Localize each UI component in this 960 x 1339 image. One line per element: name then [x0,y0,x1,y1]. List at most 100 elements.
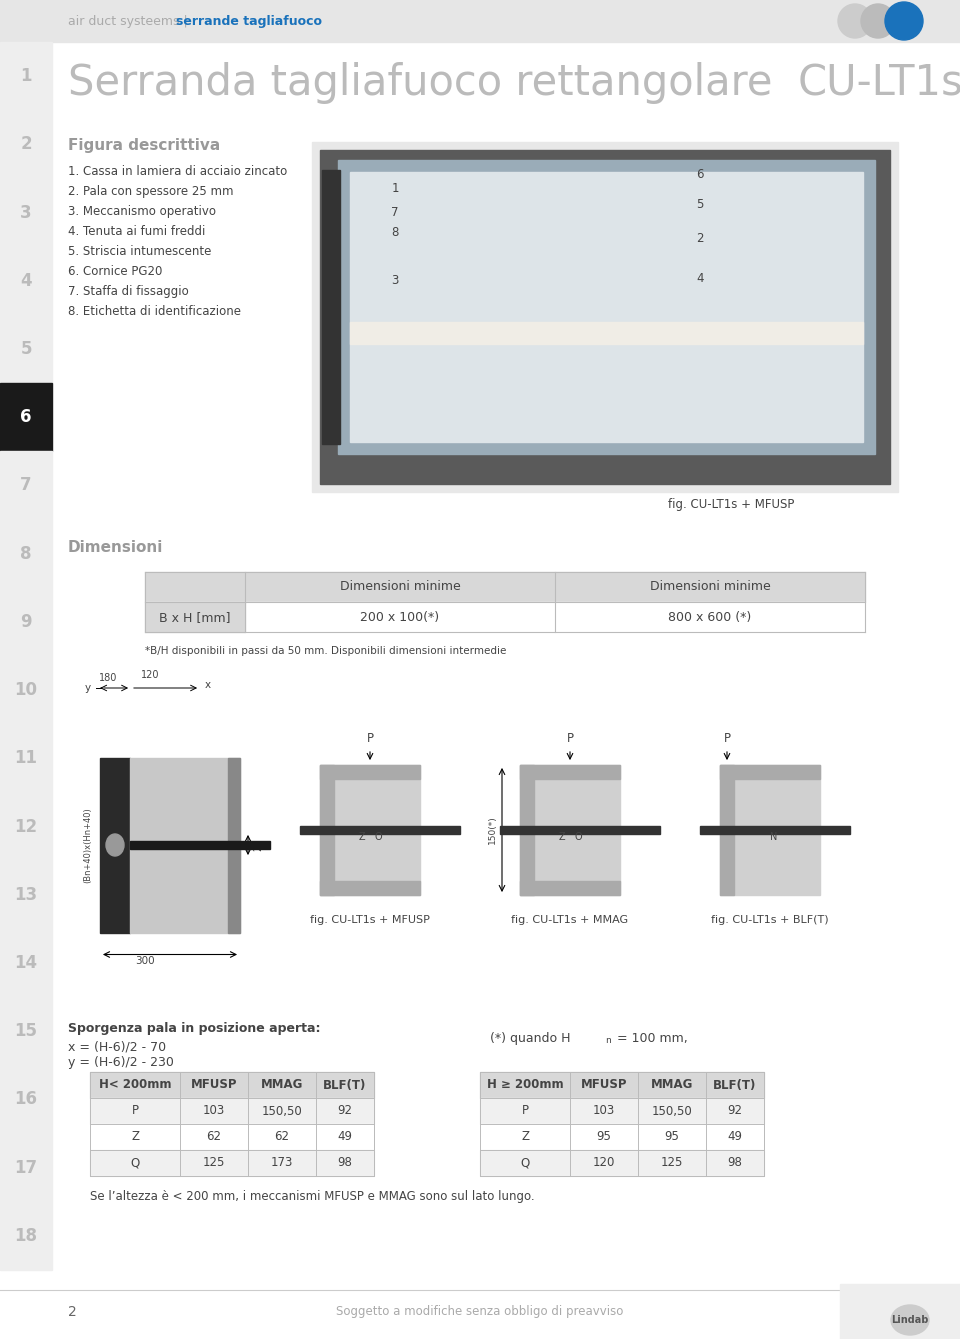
Ellipse shape [106,834,124,856]
Text: 2: 2 [68,1306,77,1319]
Bar [0,1134,52,1202]
Text: *B/H disponibili in passi da 50 mm. Disponibili dimensioni intermedie: *B/H disponibili in passi da 50 mm. Disp… [145,645,506,656]
Bar [520,765,620,779]
Bar [90,1123,374,1150]
Text: 150(*): 150(*) [488,815,496,845]
Bar [130,758,240,932]
Text: P: P [521,1105,529,1118]
Bar [0,861,52,929]
Text: 15: 15 [14,1022,37,1040]
Text: 103: 103 [593,1105,615,1118]
Bar [0,383,52,451]
Text: 62: 62 [275,1130,290,1144]
Bar [520,765,534,894]
Text: 125: 125 [660,1157,684,1169]
Text: 4: 4 [20,272,32,289]
Bar [350,321,863,344]
Bar [0,110,52,178]
Text: 125: 125 [203,1157,226,1169]
Text: 5: 5 [696,198,704,212]
Text: B x H [mm]: B x H [mm] [159,612,230,624]
Ellipse shape [838,4,872,37]
Text: 103: 103 [203,1105,226,1118]
Bar [145,603,865,632]
Text: 95: 95 [596,1130,612,1144]
Text: 17: 17 [14,1158,37,1177]
Text: 2: 2 [20,135,32,154]
Bar [720,765,820,779]
Text: Dimensioni minime: Dimensioni minime [650,581,770,593]
Text: P: P [724,732,731,744]
Text: fig. CU-LT1s + BLF(T): fig. CU-LT1s + BLF(T) [711,915,828,925]
Text: 1: 1 [20,67,32,86]
Text: 5: 5 [20,340,32,358]
Text: 6: 6 [696,169,704,182]
Text: 5. Striscia intumescente: 5. Striscia intumescente [68,245,211,258]
Text: 4. Tenuta ai fumi freddi: 4. Tenuta ai fumi freddi [68,225,205,238]
Text: N: N [770,832,778,842]
Bar [0,0,960,42]
Text: 300: 300 [135,956,155,967]
Text: Se l’altezza è < 200 mm, i meccanismi MFUSP e MMAG sono sul lato lungo.: Se l’altezza è < 200 mm, i meccanismi MF… [90,1190,535,1202]
Bar [480,1073,764,1098]
Text: 2: 2 [696,232,704,245]
Text: n: n [605,1036,611,1044]
Text: fig. CU-LT1s + MFUSP: fig. CU-LT1s + MFUSP [310,915,430,925]
Text: 49: 49 [338,1130,352,1144]
Bar [300,826,460,834]
Text: 9: 9 [20,613,32,631]
Bar [0,656,52,724]
Text: 98: 98 [338,1157,352,1169]
Text: H< 200mm: H< 200mm [99,1078,171,1091]
Text: Z: Z [359,832,366,842]
Bar [480,1150,764,1176]
Text: 120: 120 [141,670,159,680]
Text: 92: 92 [728,1105,742,1118]
Text: 1. Cassa in lamiera di acciaio zincato: 1. Cassa in lamiera di acciaio zincato [68,165,287,178]
Bar [90,1150,374,1176]
Ellipse shape [861,4,895,37]
Text: 173: 173 [271,1157,293,1169]
Bar [720,765,734,894]
Bar [320,881,420,894]
Text: 120: 120 [593,1157,615,1169]
Text: 8: 8 [20,545,32,562]
Text: 95: 95 [664,1130,680,1144]
Bar [500,826,660,834]
Text: BLF(T): BLF(T) [324,1078,367,1091]
Text: Serranda tagliafuoco rettangolare: Serranda tagliafuoco rettangolare [68,62,773,104]
Ellipse shape [891,1306,929,1335]
Bar [228,758,240,932]
Text: MFUSP: MFUSP [191,1078,237,1091]
Bar [480,1123,764,1150]
Text: y: y [84,683,91,694]
Bar [0,451,52,520]
Text: Lindab: Lindab [891,1315,928,1326]
Text: 10: 10 [14,682,37,699]
Bar [0,1202,52,1269]
Text: Z: Z [559,832,565,842]
Text: 200 x 100(*): 200 x 100(*) [360,612,440,624]
Bar [312,142,898,491]
Text: 3. Meccanismo operativo: 3. Meccanismo operativo [68,205,216,218]
Text: O: O [374,832,382,842]
Bar [0,588,52,656]
Text: P: P [132,1105,138,1118]
Text: 6. Cornice PG20: 6. Cornice PG20 [68,265,162,279]
Text: 98: 98 [728,1157,742,1169]
Text: 800 x 600 (*): 800 x 600 (*) [668,612,752,624]
Text: MMAG: MMAG [651,1078,693,1091]
Text: Q: Q [131,1157,139,1169]
Text: 7: 7 [20,477,32,494]
Bar [0,246,52,315]
Bar [520,765,620,894]
Text: 14: 14 [14,953,37,972]
Bar [0,315,52,383]
Text: Z: Z [131,1130,139,1144]
Text: MFUSP: MFUSP [581,1078,627,1091]
Text: Sporgenza pala in posizione aperta:: Sporgenza pala in posizione aperta: [68,1022,321,1035]
Text: Q: Q [520,1157,530,1169]
Text: (Bn+40)x(Hn+40): (Bn+40)x(Hn+40) [84,807,92,882]
Text: 25: 25 [253,838,263,852]
Text: H ≥ 200mm: H ≥ 200mm [487,1078,564,1091]
